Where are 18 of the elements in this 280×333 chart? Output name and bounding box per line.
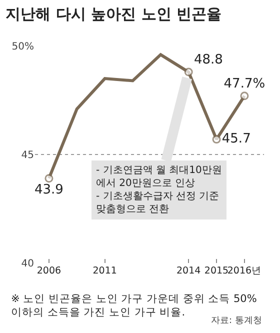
point	[240, 92, 249, 100]
x-tick-label: 2014	[176, 266, 201, 276]
point	[44, 174, 54, 183]
point	[184, 68, 193, 76]
y-tick-label: 40	[21, 258, 34, 270]
annotation: - 기초연금액 월 최대10만원 에서 20만원으로 인상 - 기초생활수급자 선정 기준 맞춤형으로 전환	[96, 165, 222, 215]
point	[212, 135, 221, 144]
chart-title: 지난해 다시 높아진 노인 빈곤율	[6, 4, 222, 23]
x-tick-label: 2006	[36, 266, 62, 276]
x-tick-label: 2016년	[227, 266, 262, 276]
y-tick-label: 50%	[12, 42, 34, 52]
x-tick-label: 2015	[204, 266, 229, 276]
data-label: 45.7	[222, 132, 251, 147]
data-label: 47.7%	[224, 76, 266, 92]
x-tick-label: 2011	[92, 266, 117, 276]
y-tick-label: 45	[21, 150, 34, 161]
data-label: 43.9	[34, 182, 64, 198]
data-label: 48.8	[194, 52, 223, 68]
